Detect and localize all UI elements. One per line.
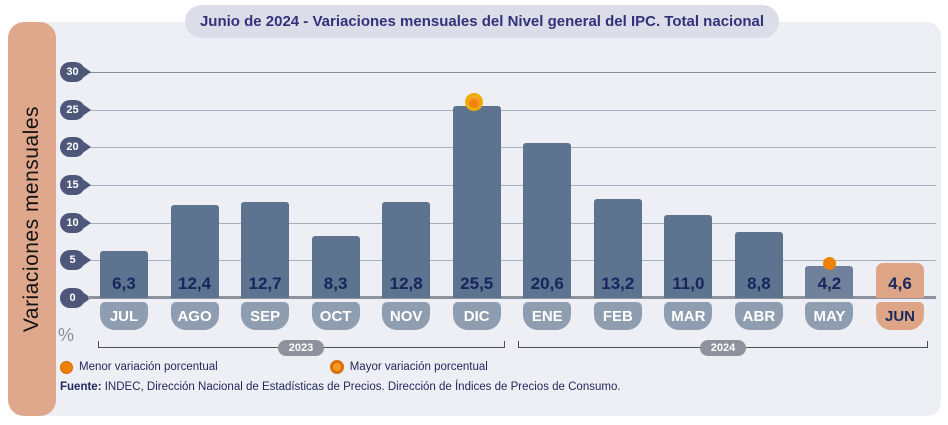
bar-value-jun: 4,6 (888, 274, 912, 293)
month-label-text: DIC (463, 307, 490, 325)
month-label-nov: NOV (382, 302, 431, 330)
y-tick-15: 15 (60, 175, 85, 196)
month-label-ene: ENE (523, 302, 572, 330)
month-label-text: OCT (319, 307, 352, 325)
y-tick-label: 20 (66, 141, 79, 154)
unit-label: % (58, 325, 75, 345)
legend-label-min: Menor variación porcentual (79, 361, 218, 373)
gridline-30 (88, 72, 936, 74)
x-axis-baseline (88, 296, 936, 299)
min-variation-marker-icon (823, 257, 837, 271)
bar-value-sep: 12,7 (248, 274, 282, 293)
month-label-jun: JUN (876, 302, 924, 330)
y-tick-label: 30 (66, 66, 79, 79)
month-label-oct: OCT (311, 302, 360, 330)
bar-value-ene: 20,6 (530, 274, 564, 293)
month-label-text: MAR (671, 307, 706, 325)
month-label-text: FEB (602, 307, 633, 325)
y-tick-label: 25 (66, 103, 79, 116)
month-label-text: SEP (250, 307, 281, 325)
source-text: INDEC, Dirección Nacional de Estadística… (101, 381, 621, 393)
max-variation-marker-icon (464, 92, 483, 111)
month-label-text: ABR (742, 307, 776, 325)
bar-dic: 25,5 (452, 106, 501, 298)
y-axis-title-band: Variaciones mensuales (8, 22, 56, 416)
legend-label-max: Mayor variación porcentual (349, 361, 488, 373)
chart-title: Junio de 2024 - Variaciones mensuales de… (199, 13, 765, 30)
month-label-may: MAY (805, 302, 854, 330)
bar-ago: 12,4 (170, 204, 219, 298)
month-label-text: ENE (531, 307, 563, 325)
year-badge-2023: 2023 (278, 340, 324, 356)
bar-value-nov: 12,8 (389, 274, 423, 293)
y-tick-30: 30 (60, 62, 85, 83)
y-tick-5: 5 (60, 250, 85, 271)
bar-abr: 8,8 (734, 231, 783, 298)
month-label-text: JUN (884, 307, 915, 325)
bar-value-jul: 6,3 (112, 274, 136, 293)
bar-value-dic: 25,5 (460, 274, 494, 293)
year-label-2024: 2024 (710, 342, 736, 354)
month-label-abr: ABR (734, 302, 783, 330)
bar-value-feb: 13,2 (601, 274, 635, 293)
chart-title-pill: Junio de 2024 - Variaciones mensuales de… (185, 5, 779, 38)
legend: Menor variación porcentual Mayor variaci… (60, 359, 488, 375)
year-badge-2024: 2024 (700, 340, 746, 356)
month-label-feb: FEB (593, 302, 642, 330)
bar-jul: 6,3 (100, 250, 148, 298)
legend-item-min: Menor variación porcentual (60, 360, 218, 374)
bar-jun: 4,6 (876, 263, 924, 298)
month-label-dic: DIC (452, 302, 501, 330)
orange-ring-icon (329, 360, 344, 374)
bar-value-abr: 8,8 (747, 274, 771, 293)
month-label-mar: MAR (664, 302, 713, 330)
y-tick-label: 15 (66, 179, 79, 192)
month-label-text: AGO (177, 307, 212, 325)
bar-value-ago: 12,4 (177, 274, 212, 293)
bars-layer: 6,3 12,4 12,7 8,3 12,8 25,5 20,6 13,2 11,0 8,8 4,2… (100, 60, 924, 298)
bar-nov: 12,8 (382, 201, 431, 298)
month-label-ago: AGO (170, 302, 219, 330)
y-axis-title: Variaciones mensuales (20, 105, 43, 333)
bar-oct: 8,3 (311, 235, 360, 298)
month-label-text: MAY (813, 307, 846, 325)
month-label-sep: SEP (241, 302, 290, 330)
y-tick-label: 10 (66, 216, 79, 229)
y-tick-label: 5 (69, 254, 76, 267)
gridline-15 (88, 185, 936, 187)
orange-dot-icon (60, 360, 73, 374)
month-label-jul: JUL (100, 302, 148, 330)
gridline-20 (88, 147, 936, 149)
gridline-25 (88, 109, 936, 111)
source-prefix: Fuente: (60, 381, 102, 393)
month-label-text: JUL (109, 307, 139, 325)
bar-value-oct: 8,3 (323, 274, 348, 293)
bar-sep: 12,7 (241, 202, 290, 298)
month-labels-layer: JUL AGO SEP OCT NOV DIC ENE FEB MAR ABR MAY JUN (100, 302, 924, 330)
gridline-10 (88, 222, 936, 224)
gridline-5 (88, 260, 936, 262)
y-tick-0: 0 (60, 288, 85, 308)
bar-value-mar: 11,0 (672, 274, 705, 293)
bar-may: 4,2 (805, 266, 854, 298)
y-tick-20: 20 (60, 137, 85, 158)
y-tick-label: 0 (69, 292, 76, 304)
bar-feb: 13,2 (593, 198, 642, 298)
y-tick-10: 10 (60, 212, 85, 233)
source-note: Fuente: INDEC, Dirección Nacional de Est… (60, 381, 621, 393)
bar-ene: 20,6 (523, 142, 572, 298)
bar-value-may: 4,2 (817, 274, 842, 293)
bar-mar: 11,0 (664, 215, 713, 298)
y-tick-25: 25 (60, 99, 85, 120)
legend-item-max: Mayor variación porcentual (329, 360, 488, 374)
year-label-2023: 2023 (288, 342, 314, 354)
month-label-text: NOV (389, 307, 423, 325)
